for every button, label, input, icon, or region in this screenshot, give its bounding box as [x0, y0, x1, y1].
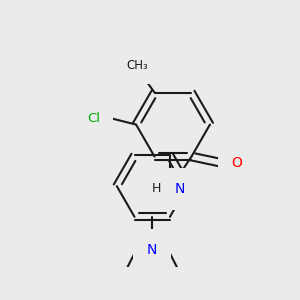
Text: N: N [147, 243, 158, 257]
Text: O: O [232, 156, 242, 170]
Text: N: N [175, 182, 185, 196]
Text: Cl: Cl [87, 112, 100, 125]
Text: H: H [151, 182, 161, 195]
Text: CH₃: CH₃ [126, 59, 148, 72]
